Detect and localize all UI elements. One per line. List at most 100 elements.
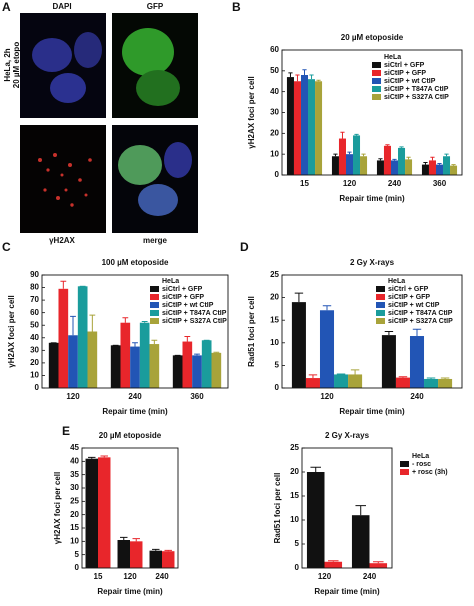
y-tick-label: 20: [270, 293, 279, 302]
error-bar: [310, 466, 321, 472]
error-bar: [308, 374, 318, 379]
bar: [334, 374, 349, 388]
nucleus: [50, 73, 86, 103]
error-bar: [122, 317, 129, 323]
x-tick-label: 15: [300, 179, 309, 188]
channel-label: merge: [143, 236, 168, 245]
bar: [162, 551, 175, 568]
nucleus: [32, 38, 72, 72]
error-bar: [437, 163, 442, 165]
bar: [338, 138, 346, 175]
chart-panel: B 20 µM etoposide Repair time (min) γH2AX f…: [232, 0, 463, 203]
legend-label: siCtrl + GFP: [384, 62, 425, 69]
error-bar: [412, 328, 422, 337]
bar: [353, 135, 361, 175]
channel-label: γH2AX: [49, 236, 75, 245]
y-tick-label: 50: [30, 320, 39, 329]
y-axis-label: Rad51 foci per cell: [273, 473, 282, 544]
bar: [348, 374, 363, 388]
panel-letter: E: [62, 424, 70, 438]
bar: [369, 563, 388, 568]
bar: [381, 335, 396, 388]
error-bar: [444, 153, 449, 157]
legend-label: siCtIP + wt CtIP: [384, 78, 436, 85]
y-tick-label: 20: [70, 510, 79, 519]
error-bar: [194, 353, 200, 356]
legend-swatch: [376, 310, 385, 316]
x-tick-label: 120: [123, 572, 137, 581]
legend-swatch: [372, 62, 381, 68]
chart-title: 2 Gy X-rays: [350, 258, 395, 267]
legend-label: siCtIP + wt CtIP: [388, 302, 440, 309]
x-tick-label: 360: [190, 392, 204, 401]
x-axis-label: Repair time (min): [102, 407, 168, 416]
bar: [443, 156, 451, 175]
x-tick-label: 240: [155, 572, 169, 581]
y-tick-label: 20: [30, 358, 39, 367]
bar: [438, 378, 453, 388]
bar: [421, 164, 429, 175]
x-axis-label: Repair time (min): [339, 194, 405, 203]
error-bar: [141, 320, 148, 323]
legend-swatch: [150, 310, 159, 316]
error-bar: [347, 151, 352, 155]
chart-title: 20 µM etoposide: [341, 33, 404, 42]
y-tick-label: 30: [70, 483, 79, 492]
legend-swatch: [376, 318, 385, 324]
error-bar: [361, 153, 366, 157]
y-axis-label: γH2AX foci per cell: [53, 472, 62, 544]
bar: [398, 147, 406, 175]
legend-label: siCtIP + S327A CtIP: [384, 94, 449, 101]
bar: [450, 165, 458, 175]
bar: [182, 341, 193, 388]
error-bar: [132, 342, 138, 347]
bar: [120, 322, 131, 388]
bar: [149, 550, 162, 568]
legend-label: siCtIP + T847A CtIP: [388, 310, 453, 317]
y-tick-label: 0: [295, 563, 300, 572]
error-bar: [423, 162, 428, 165]
y-tick-label: 10: [270, 338, 279, 347]
y-tick-label: 40: [30, 333, 39, 342]
error-bar: [333, 153, 338, 157]
y-tick-label: 25: [70, 496, 79, 505]
legend-title: HeLa: [388, 278, 405, 285]
nucleus: [74, 32, 102, 68]
y-tick-label: 60: [270, 45, 279, 54]
y-tick-label: 15: [290, 491, 299, 500]
chart-title: 2 Gy X-rays: [325, 431, 370, 440]
error-bar: [406, 156, 411, 160]
legend-title: HeLa: [412, 453, 429, 460]
panel-letter: D: [240, 240, 249, 254]
error-bar: [213, 351, 220, 353]
bar: [48, 342, 59, 388]
error-bar: [385, 144, 390, 146]
bar: [308, 79, 316, 175]
plot-frame: [301, 447, 393, 569]
error-bar: [430, 156, 435, 161]
error-bar: [60, 280, 67, 289]
legend-label: siCtIP + wt CtIP: [162, 302, 214, 309]
bar: [435, 164, 444, 175]
y-tick-label: 0: [275, 170, 280, 179]
error-bar: [373, 561, 384, 564]
error-bar: [355, 505, 366, 516]
chart-title: 100 µM etoposide: [102, 258, 169, 267]
error-bar: [288, 72, 293, 78]
y-tick-label: 40: [270, 87, 279, 96]
y-tick-label: 30: [30, 345, 39, 354]
legend-title: HeLa: [162, 278, 179, 285]
bar: [306, 472, 325, 568]
y-tick-label: 70: [30, 295, 39, 304]
bar: [424, 378, 439, 388]
legend-label: siCtIP + T847A CtIP: [162, 310, 227, 317]
bar: [409, 336, 425, 388]
legend-swatch: [372, 70, 381, 76]
chart-title: 20 µM etoposide: [99, 431, 162, 440]
error-bar: [302, 69, 307, 75]
bar: [293, 81, 301, 175]
panel-letter: C: [2, 240, 11, 254]
legend-label: siCtIP + S327A CtIP: [388, 318, 453, 325]
legend-label: + rosc (3h): [412, 469, 448, 476]
y-tick-label: 25: [270, 270, 279, 279]
